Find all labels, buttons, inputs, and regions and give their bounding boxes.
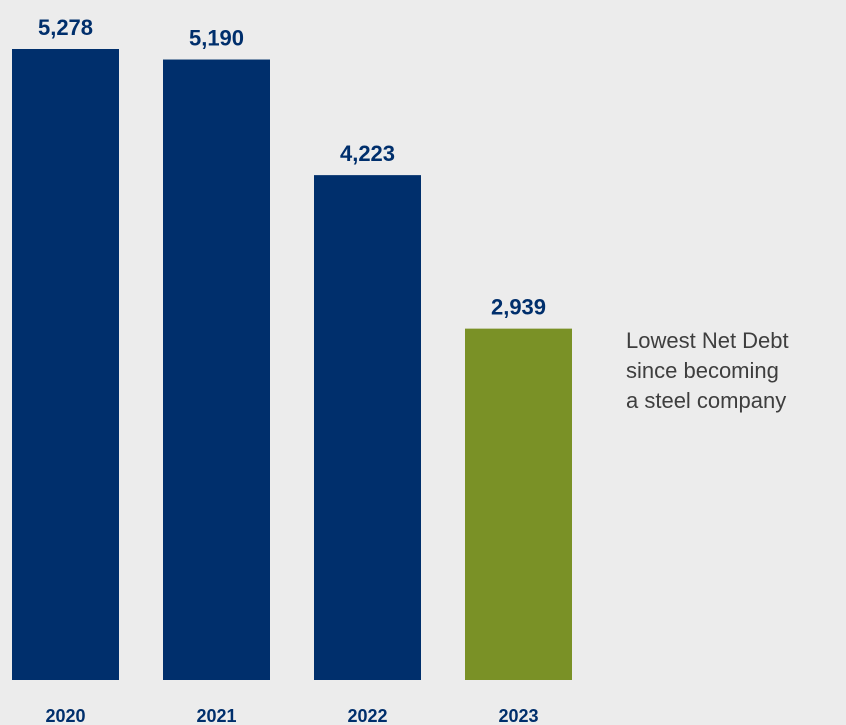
annotation-line-2: since becoming [626,356,846,386]
value-label-2021: 5,190 [189,26,244,51]
x-tick-label-2020: 2020 [45,706,85,725]
annotation-line-1: Lowest Net Debt [626,326,846,356]
chart-annotation: Lowest Net Debt since becoming a steel c… [626,326,846,416]
x-tick-label-2021: 2021 [196,706,236,725]
bar-2022 [314,175,421,680]
value-label-2020: 5,278 [38,15,93,40]
value-label-2022: 4,223 [340,141,395,166]
bar-2021 [163,60,270,680]
bar-2020 [12,49,119,680]
annotation-line-3: a steel company [626,386,846,416]
x-tick-label-2023: 2023 [498,706,538,725]
bar-2023 [465,329,572,680]
x-tick-label-2022: 2022 [347,706,387,725]
value-label-2023: 2,939 [491,295,546,320]
